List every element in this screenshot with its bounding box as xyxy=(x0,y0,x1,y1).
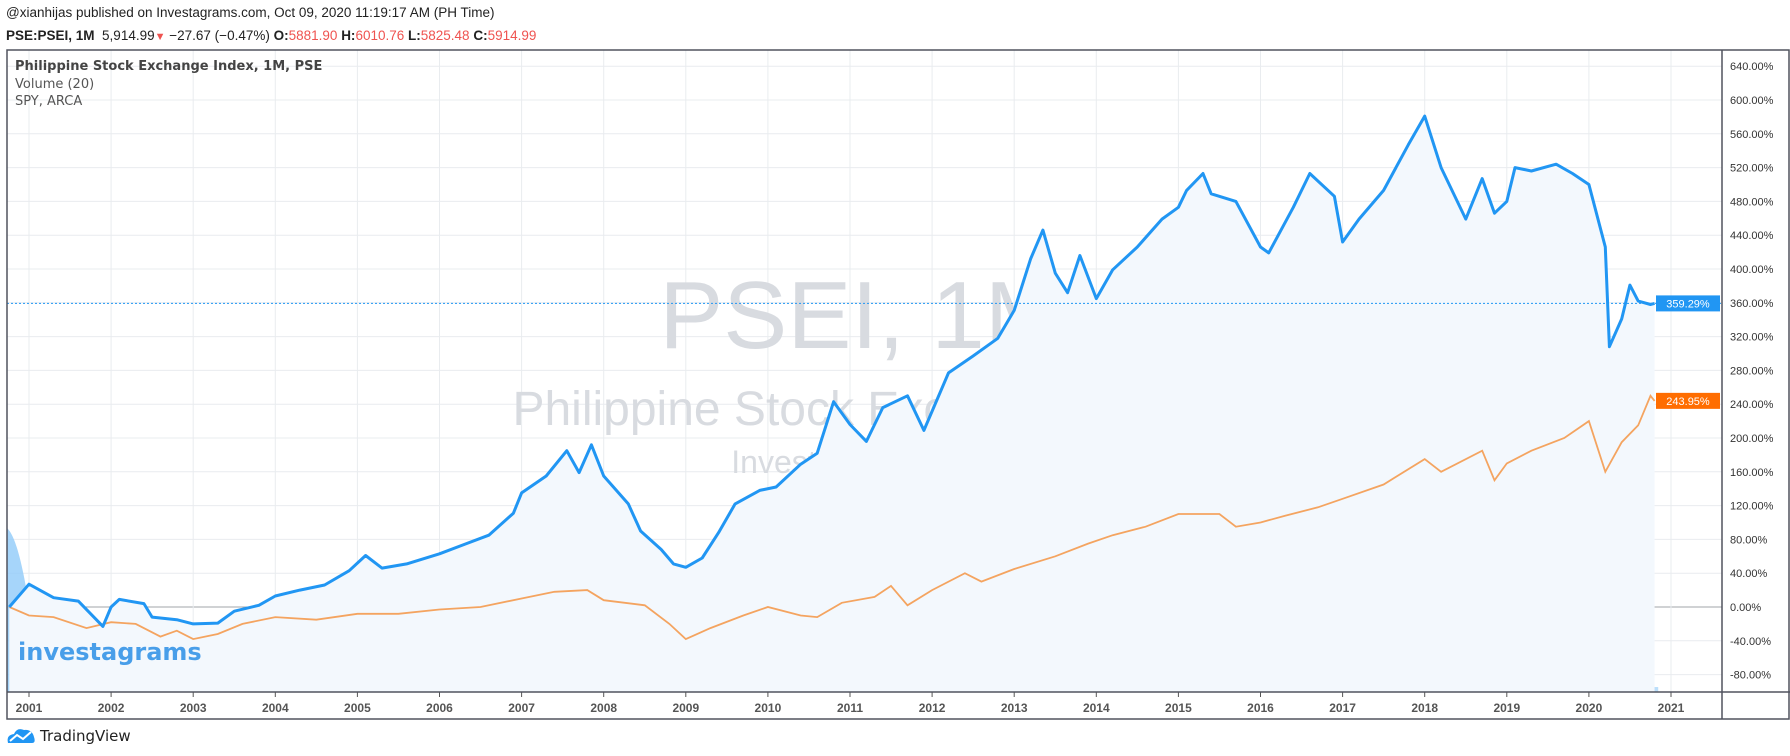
published-line: @xianhijas published on Investagrams.com… xyxy=(6,5,495,20)
tradingview-logo[interactable]: TradingView xyxy=(6,727,131,745)
x-tick-label: 2005 xyxy=(344,701,371,715)
y-tick-label: -40.00% xyxy=(1730,636,1771,648)
y-tick-label: 240.00% xyxy=(1730,399,1774,411)
spy-series-line[interactable] xyxy=(8,394,1656,641)
legend-main-series[interactable]: Philippine Stock Exchange Index, 1M, PSE xyxy=(15,59,323,74)
x-tick-label: 2007 xyxy=(508,701,535,715)
close-value: 5914.99 xyxy=(487,28,537,43)
y-tick-label: 120.00% xyxy=(1730,501,1774,513)
x-tick-label: 2010 xyxy=(755,701,782,715)
x-tick-label: 2011 xyxy=(837,701,863,715)
x-tick-label: 2020 xyxy=(1576,701,1603,715)
y-tick-label: 160.00% xyxy=(1730,467,1774,479)
volume-bar xyxy=(1653,687,1659,692)
y-tick-label: 480.00% xyxy=(1730,196,1774,208)
down-triangle-icon: ▼ xyxy=(154,31,166,43)
high-label: H: xyxy=(341,28,356,43)
x-tick-label: 2002 xyxy=(98,701,125,715)
last-price: 5,914.99 xyxy=(102,28,155,43)
psei-series-line[interactable] xyxy=(8,114,1655,628)
svg-text:investagrams: investagrams xyxy=(18,638,202,666)
y-tick-label: 560.00% xyxy=(1730,129,1774,141)
x-tick-label: 2006 xyxy=(426,701,453,715)
tradingview-cloud-icon xyxy=(7,729,35,743)
tradingview-label: TradingView xyxy=(40,727,131,745)
y-tick-label: 640.00% xyxy=(1730,61,1774,73)
legend-volume[interactable]: Volume (20) xyxy=(15,76,95,92)
x-tick-label: 2018 xyxy=(1411,701,1438,715)
spy-last-badge-bg xyxy=(1656,392,1720,409)
x-tick-label: 2001 xyxy=(16,701,43,715)
y-tick-label: 40.00% xyxy=(1730,568,1768,580)
x-tick-label: 2017 xyxy=(1329,701,1356,715)
y-tick-label: 600.00% xyxy=(1730,95,1774,107)
y-tick-label: 520.00% xyxy=(1730,163,1774,175)
symbol-quote-bar: PSE:PSEI, 1M 5,914.99▼ −27.67 (−0.47%) O… xyxy=(6,28,536,43)
axes: 640.00% 600.00% 560.00% 520.00% 480.00% 440.0… xyxy=(6,49,1790,720)
chart-frame xyxy=(6,49,1790,720)
y-tick-label: 360.00% xyxy=(1730,298,1774,310)
y-tick-label: -80.00% xyxy=(1730,670,1771,682)
x-tick-label: 2013 xyxy=(1001,701,1028,715)
investagrams-logo: investagrams xyxy=(18,638,202,666)
open-value: 5881.90 xyxy=(288,28,338,43)
x-tick-label: 2015 xyxy=(1165,701,1192,715)
y-tick-label: 200.00% xyxy=(1730,433,1774,445)
y-tick-label: 280.00% xyxy=(1730,365,1774,377)
y-tick-label: 80.00% xyxy=(1730,534,1768,546)
x-tick-label: 2004 xyxy=(262,701,289,715)
x-tick-label: 2014 xyxy=(1083,701,1110,715)
price-change: −27.67 (−0.47%) xyxy=(169,28,270,43)
y-tick-label: 440.00% xyxy=(1730,230,1774,242)
y-tick-label: 400.00% xyxy=(1730,264,1774,276)
high-value: 6010.76 xyxy=(355,28,405,43)
close-label: C: xyxy=(473,28,488,43)
x-tick-label: 2008 xyxy=(590,701,617,715)
legend-compare[interactable]: SPY, ARCA xyxy=(15,94,83,109)
low-value: 5825.48 xyxy=(420,28,470,43)
y-tick-label: 0.00% xyxy=(1730,602,1761,614)
psei-last-badge-bg xyxy=(1656,295,1720,312)
x-tick-label: 2021 xyxy=(1658,701,1685,715)
low-label: L: xyxy=(408,28,421,43)
x-tick-label: 2009 xyxy=(672,701,699,715)
spy-last-badge: 243.95% xyxy=(1666,396,1710,408)
open-label: O: xyxy=(273,28,289,43)
y-tick-label: 320.00% xyxy=(1730,332,1774,344)
x-tick-label: 2019 xyxy=(1493,701,1520,715)
psei-area-fill xyxy=(9,116,1655,693)
psei-last-badge: 359.29% xyxy=(1666,298,1710,310)
chart-legend: Philippine Stock Exchange Index, 1M, PSE… xyxy=(15,58,322,111)
x-tick-label: 2012 xyxy=(919,701,946,715)
x-tick-label: 2003 xyxy=(180,701,207,715)
symbol-label[interactable]: PSE:PSEI, 1M xyxy=(6,28,95,43)
x-tick-label: 2016 xyxy=(1247,701,1274,715)
